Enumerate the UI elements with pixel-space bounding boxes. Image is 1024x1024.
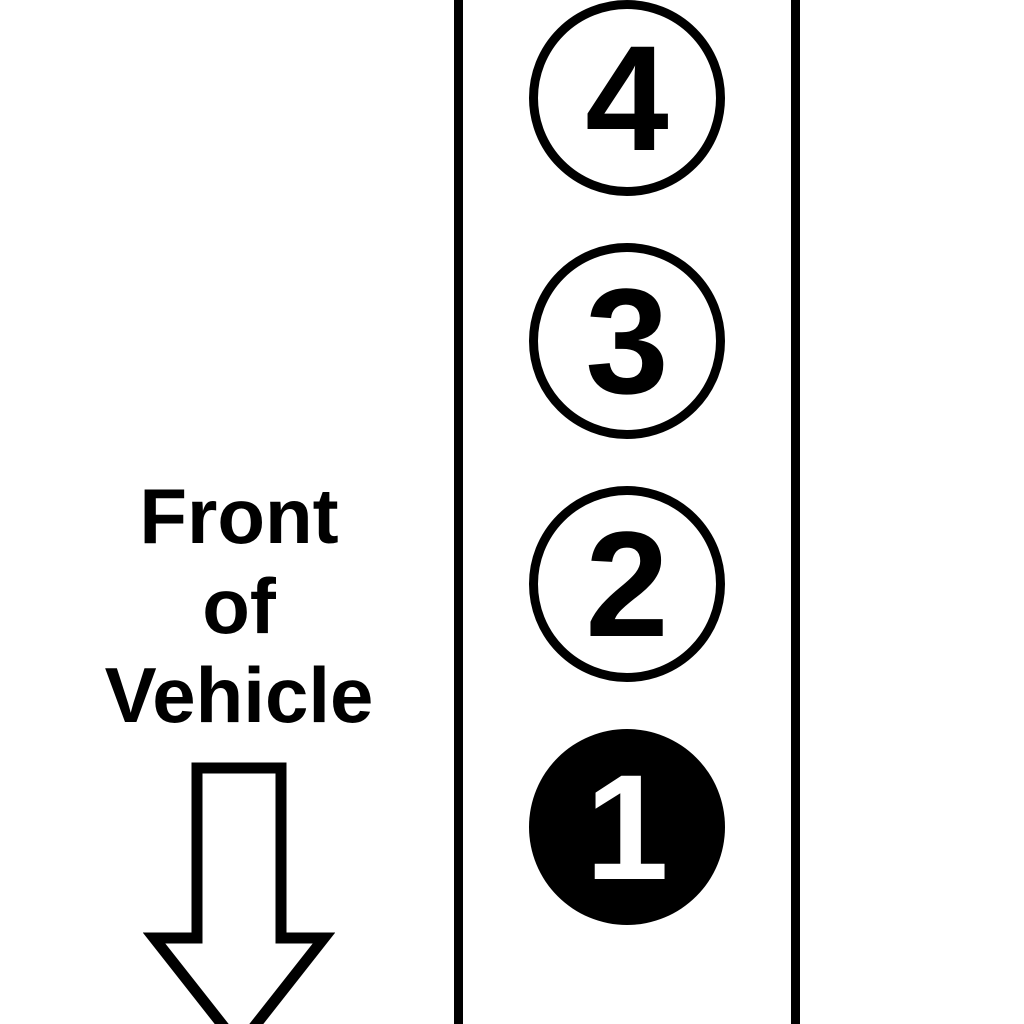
cylinder-2: 2 (529, 486, 725, 682)
cylinder-1: 1 (529, 729, 725, 925)
down-arrow-icon (143, 757, 335, 1024)
label-line-1: Front (139, 472, 338, 560)
cylinder-4: 4 (529, 0, 725, 196)
cylinder-number: 4 (585, 23, 668, 173)
cylinder-number: 3 (585, 266, 668, 416)
label-line-3: Vehicle (105, 651, 374, 739)
label-line-2: of (202, 562, 276, 650)
cylinder-number: 1 (585, 752, 668, 902)
front-of-vehicle-label: Front of Vehicle (39, 472, 439, 741)
cylinder-3: 3 (529, 243, 725, 439)
cylinder-number: 2 (585, 509, 668, 659)
